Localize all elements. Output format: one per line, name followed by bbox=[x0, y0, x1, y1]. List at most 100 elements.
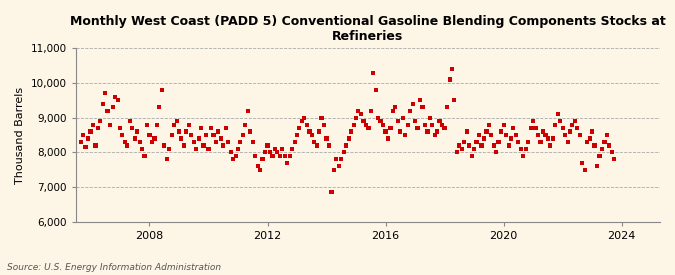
Point bbox=[200, 133, 211, 137]
Point bbox=[449, 98, 460, 103]
Point bbox=[97, 102, 108, 106]
Point bbox=[567, 122, 578, 127]
Point bbox=[88, 122, 99, 127]
Point bbox=[272, 150, 283, 155]
Point bbox=[262, 143, 273, 148]
Point bbox=[284, 154, 295, 158]
Point bbox=[564, 129, 575, 134]
Point bbox=[179, 143, 190, 148]
Point bbox=[151, 122, 162, 127]
Point bbox=[360, 122, 371, 127]
Point bbox=[402, 122, 413, 127]
Point bbox=[109, 95, 120, 99]
Point bbox=[316, 116, 327, 120]
Point bbox=[85, 129, 96, 134]
Point bbox=[570, 119, 580, 123]
Point bbox=[429, 133, 440, 137]
Point bbox=[522, 140, 533, 144]
Point bbox=[326, 190, 337, 194]
Point bbox=[301, 122, 312, 127]
Point bbox=[341, 143, 352, 148]
Point bbox=[269, 147, 280, 151]
Point bbox=[504, 143, 514, 148]
Point bbox=[122, 143, 133, 148]
Point bbox=[127, 126, 138, 130]
Point bbox=[427, 122, 437, 127]
Point bbox=[498, 122, 509, 127]
Point bbox=[520, 147, 531, 151]
Point bbox=[193, 136, 204, 141]
Point bbox=[425, 116, 435, 120]
Point bbox=[124, 119, 135, 123]
Point bbox=[329, 167, 340, 172]
Point bbox=[296, 119, 307, 123]
Point bbox=[459, 140, 470, 144]
Point bbox=[483, 122, 494, 127]
Point bbox=[552, 112, 563, 116]
Point bbox=[245, 129, 256, 134]
Y-axis label: Thousand Barrels: Thousand Barrels bbox=[15, 86, 25, 184]
Point bbox=[363, 126, 374, 130]
Point bbox=[230, 154, 241, 158]
Point bbox=[501, 133, 512, 137]
Point bbox=[572, 126, 583, 130]
Point bbox=[489, 143, 500, 148]
Point bbox=[119, 140, 130, 144]
Point bbox=[525, 126, 536, 130]
Point bbox=[387, 109, 398, 113]
Point bbox=[117, 133, 128, 137]
Point bbox=[414, 98, 425, 103]
Point bbox=[323, 143, 334, 148]
Point bbox=[528, 119, 539, 123]
Point bbox=[506, 136, 516, 141]
Point bbox=[468, 147, 479, 151]
Point bbox=[344, 136, 354, 141]
Point bbox=[491, 150, 502, 155]
Point bbox=[358, 119, 369, 123]
Point bbox=[223, 140, 234, 144]
Point bbox=[481, 129, 492, 134]
Point bbox=[238, 133, 248, 137]
Point bbox=[275, 154, 286, 158]
Point bbox=[83, 136, 94, 141]
Point bbox=[215, 136, 226, 141]
Point bbox=[331, 157, 342, 161]
Point bbox=[336, 157, 347, 161]
Point bbox=[173, 129, 184, 134]
Point bbox=[181, 129, 192, 134]
Point bbox=[191, 147, 202, 151]
Point bbox=[592, 164, 603, 169]
Point bbox=[434, 119, 445, 123]
Point bbox=[579, 167, 590, 172]
Point bbox=[260, 150, 271, 155]
Point bbox=[454, 143, 464, 148]
Point bbox=[254, 167, 265, 172]
Point bbox=[609, 157, 620, 161]
Point bbox=[375, 119, 386, 123]
Point bbox=[304, 129, 315, 134]
Point bbox=[208, 133, 219, 137]
Point bbox=[582, 140, 593, 144]
Point bbox=[188, 140, 199, 144]
Point bbox=[242, 109, 253, 113]
Point bbox=[594, 154, 605, 158]
Point bbox=[92, 126, 103, 130]
Point bbox=[105, 122, 115, 127]
Point bbox=[164, 147, 175, 151]
Point bbox=[439, 126, 450, 130]
Point bbox=[338, 150, 349, 155]
Point bbox=[287, 147, 298, 151]
Point bbox=[353, 109, 364, 113]
Point bbox=[169, 122, 180, 127]
Point bbox=[441, 105, 452, 109]
Point bbox=[294, 126, 305, 130]
Point bbox=[346, 129, 356, 134]
Point bbox=[78, 133, 88, 137]
Point bbox=[543, 136, 554, 141]
Point bbox=[184, 122, 194, 127]
Point bbox=[486, 133, 497, 137]
Point bbox=[404, 109, 415, 113]
Point bbox=[308, 140, 319, 144]
Point bbox=[220, 126, 231, 130]
Point bbox=[333, 164, 344, 169]
